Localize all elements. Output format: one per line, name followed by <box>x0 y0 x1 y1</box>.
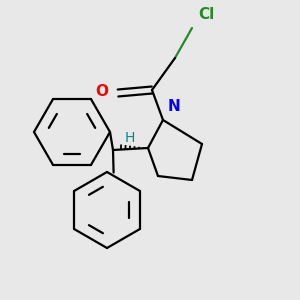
Text: Cl: Cl <box>198 7 214 22</box>
Text: H: H <box>125 131 135 145</box>
Text: N: N <box>168 99 181 114</box>
Text: O: O <box>95 83 108 98</box>
